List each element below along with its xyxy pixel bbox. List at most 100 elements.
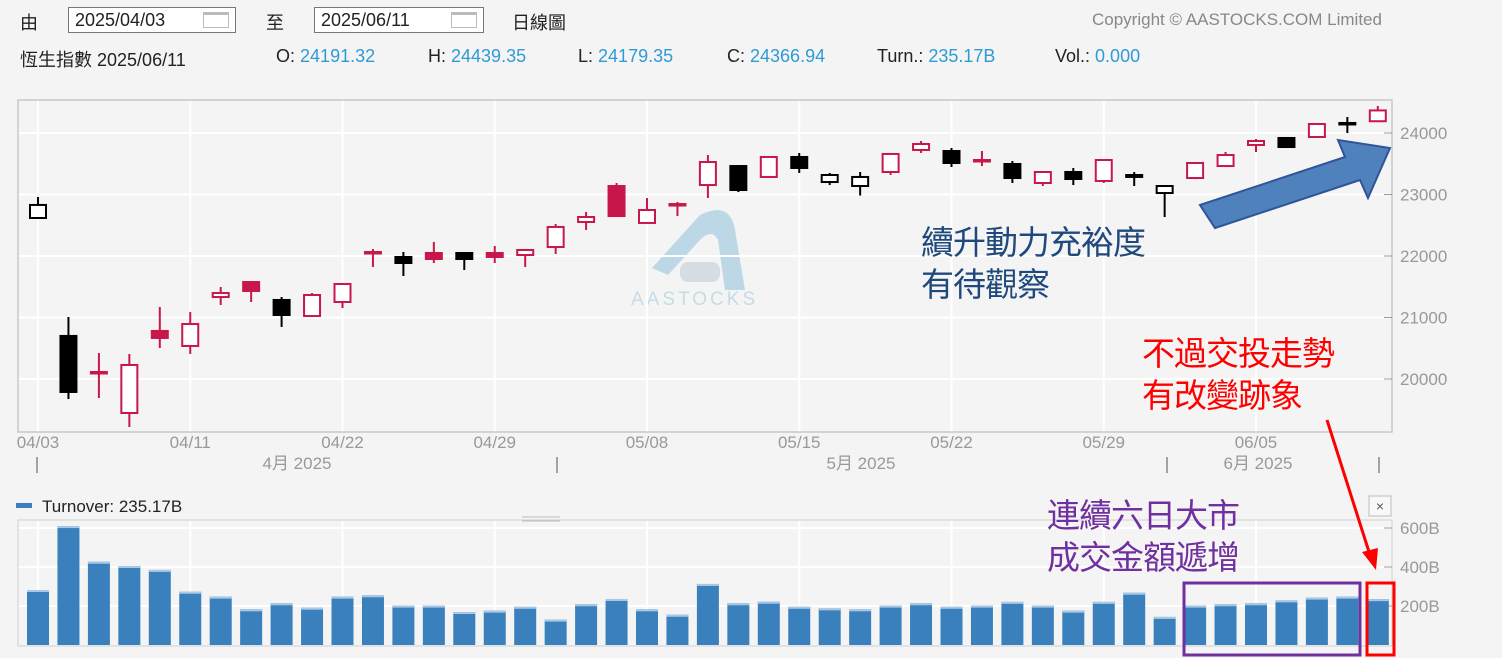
turnover-bar-highlight — [514, 606, 537, 609]
candle-04-17 — [303, 293, 322, 318]
turnover-bar — [1031, 605, 1054, 645]
candle-body — [363, 251, 382, 255]
turnover-bar — [270, 603, 293, 645]
candle-body — [607, 185, 626, 218]
turnover-bar-highlight — [1366, 599, 1389, 602]
annotation-purple-line2: 成交金額遞增 — [1047, 538, 1240, 577]
annotation-blue: 續升動力充裕度 有待觀察 — [921, 222, 1146, 306]
turnover-bar-highlight — [788, 606, 811, 609]
candle-body — [1003, 162, 1022, 180]
candle-04-25 — [424, 241, 443, 264]
candle-body — [211, 292, 230, 299]
calendar-icon[interactable] — [203, 12, 229, 28]
index-name-text: 恆生指數 — [20, 50, 92, 70]
candle-04-11 — [181, 312, 200, 354]
turnover-bar-highlight — [818, 608, 841, 611]
turnover-bar-highlight — [575, 604, 598, 607]
turnover-bar-highlight — [240, 609, 263, 612]
turnover-bar-highlight — [1062, 610, 1085, 613]
from-label: 由 — [20, 13, 38, 33]
annotation-purple: 連續六日大市 成交金額遞增 — [1047, 495, 1240, 579]
candle-body — [333, 282, 352, 304]
main-plot-border — [17, 99, 1393, 433]
candle-body — [455, 251, 474, 261]
high-value: 24439.35 — [451, 46, 527, 66]
candle-body — [638, 208, 656, 224]
candle-05-21 — [912, 140, 931, 153]
copyright: Copyright © AASTOCKS.COM Limited — [1092, 10, 1382, 29]
turnover-bar-highlight — [1184, 605, 1207, 608]
candle-body — [1125, 174, 1144, 178]
high-label: H: — [428, 46, 446, 66]
candle-04-29 — [485, 245, 504, 264]
turnover-bar — [1062, 610, 1085, 645]
turnover-bar-highlight — [118, 566, 141, 569]
turnover-bar-highlight — [970, 605, 993, 608]
y-tick-label: 21000 — [1400, 309, 1447, 328]
red-arrow — [1325, 419, 1378, 570]
turnover-bar-highlight — [757, 601, 780, 604]
candle-body — [1033, 170, 1052, 184]
candle-body — [881, 152, 900, 173]
turnover-bar-highlight — [483, 610, 506, 613]
candle-body — [424, 251, 443, 261]
watermark-text: AASTOCKS — [631, 289, 758, 310]
candle-body — [1155, 185, 1174, 195]
x-tick-label: 05/15 — [778, 433, 821, 452]
candle-04-22 — [333, 282, 352, 309]
candle-04-03 — [29, 196, 47, 219]
candle-04-07 — [59, 317, 78, 399]
turnover-value: 235.17B — [928, 46, 996, 66]
candle-04-08 — [89, 352, 108, 399]
x-tick-label: 05/08 — [626, 433, 669, 452]
candle-body — [1277, 136, 1296, 149]
candle-06-03 — [1186, 162, 1205, 180]
candle-body — [759, 155, 778, 178]
turnover-bar — [1214, 604, 1237, 645]
candle-05-12 — [698, 155, 717, 199]
turnover-bar — [1153, 616, 1176, 645]
to-date-input[interactable]: 2025/06/11 — [314, 7, 484, 33]
candle-06-11 — [1368, 105, 1387, 123]
turnover-bar — [1336, 596, 1359, 645]
turnover-bar — [757, 601, 780, 645]
candle-body — [972, 158, 991, 163]
turnover-bar-highlight — [666, 614, 689, 617]
high-quote: H: 24439.35 — [428, 46, 526, 67]
candle-05-28 — [1064, 167, 1083, 186]
calendar-icon[interactable] — [451, 12, 477, 28]
month-label: 6月 2025 — [1224, 454, 1293, 473]
candle-body — [577, 216, 596, 223]
to-date-value: 2025/06/11 — [321, 10, 410, 30]
candle-04-24 — [394, 252, 413, 276]
open-value: 24191.32 — [300, 46, 376, 66]
turnover-bar-highlight — [1275, 600, 1298, 603]
candle-05-02 — [546, 224, 565, 254]
candle-05-14 — [759, 155, 778, 178]
panel-resize-handle[interactable] — [522, 516, 560, 522]
from-date-input[interactable]: 2025/04/03 — [68, 7, 236, 33]
turnover-bar — [696, 583, 719, 645]
turnover-bar — [575, 604, 598, 645]
candle-05-22 — [942, 148, 961, 168]
turnover-bar — [1123, 592, 1146, 645]
candle-body — [1094, 158, 1113, 182]
y-tick-label: 20000 — [1400, 370, 1447, 389]
candle-05-29 — [1094, 158, 1113, 183]
annotation-blue-line2: 有待觀察 — [921, 265, 1050, 304]
candle-body — [272, 298, 291, 316]
turnover-bar-highlight — [361, 595, 384, 598]
turnover-bar — [605, 598, 628, 645]
turnover-bar — [849, 609, 872, 645]
close-panel-button[interactable]: × — [1368, 495, 1392, 517]
low-quote: L: 24179.35 — [578, 46, 673, 67]
annotation-red-line2: 有改變跡象 — [1142, 376, 1303, 415]
annotation-red: 不過交投走勢 有改變跡象 — [1142, 333, 1335, 417]
close-icon[interactable]: × — [1376, 498, 1384, 514]
turnover-bar-highlight — [453, 612, 476, 615]
to-label: 至 — [266, 13, 284, 33]
turnover-bar — [301, 607, 324, 645]
aastocks-watermark: AASTOCKS — [631, 210, 758, 310]
candle-body — [181, 323, 200, 347]
